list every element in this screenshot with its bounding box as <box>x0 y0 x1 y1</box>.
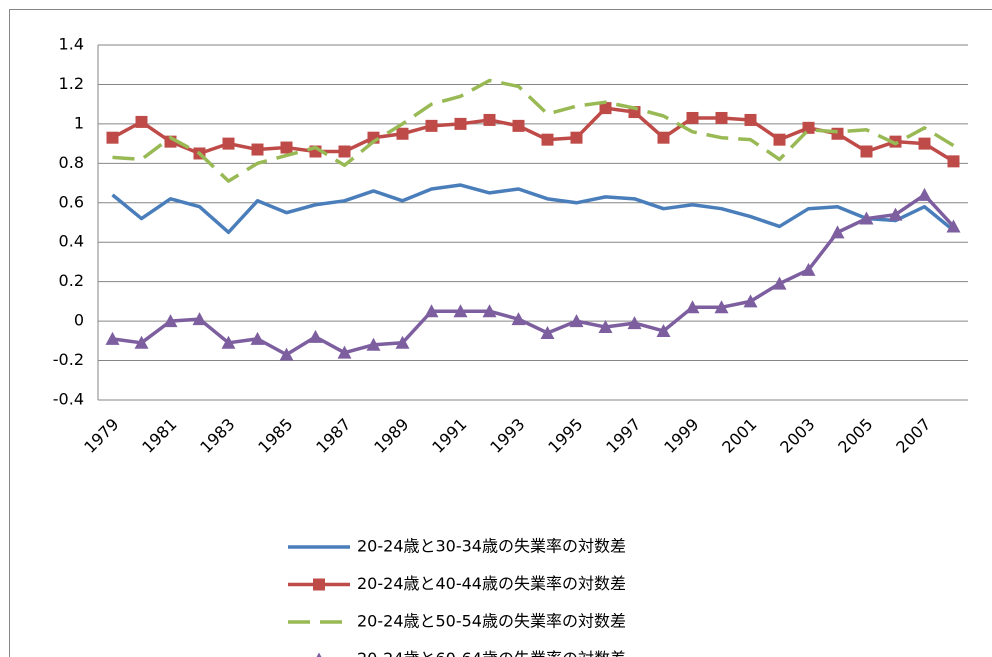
y-tick-label: 0.2 <box>59 271 84 290</box>
marker <box>686 111 699 124</box>
marker <box>743 294 758 308</box>
marker <box>454 117 467 130</box>
series-line <box>112 78 955 183</box>
y-tick-label: -0.2 <box>53 350 84 369</box>
marker <box>569 314 584 328</box>
marker <box>859 211 874 225</box>
x-tick-label: 2005 <box>834 415 876 457</box>
marker <box>947 155 960 168</box>
x-tick-label: 1997 <box>602 415 644 457</box>
y-tick-label: -0.4 <box>53 390 84 409</box>
marker <box>860 145 873 158</box>
marker <box>830 225 845 239</box>
series-line <box>111 106 955 163</box>
x-tick-label: 1999 <box>660 415 702 457</box>
legend-label: 20-24歳と30-34歳の失業率の対数差 <box>357 537 626 556</box>
marker <box>888 207 903 221</box>
marker <box>772 276 787 290</box>
marker <box>512 119 525 132</box>
x-tick-label: 1985 <box>254 415 296 457</box>
x-tick-label: 1995 <box>544 415 586 457</box>
x-tick-label: 1993 <box>486 415 528 457</box>
marker <box>338 145 351 158</box>
x-tick-label: 2007 <box>892 415 934 457</box>
marker <box>279 347 294 361</box>
chart-frame <box>9 9 992 657</box>
x-tick-label: 1981 <box>138 415 180 457</box>
marker <box>540 325 555 339</box>
marker <box>656 323 671 337</box>
marker <box>453 304 468 318</box>
legend-marker <box>313 578 325 591</box>
legend-label: 20-24歳と60-64歳の失業率の対数差 <box>357 649 626 657</box>
marker <box>366 337 381 351</box>
marker <box>135 115 148 128</box>
marker <box>482 304 497 318</box>
marker <box>221 335 236 349</box>
marker <box>337 345 352 359</box>
marker <box>627 316 642 330</box>
marker <box>163 314 178 328</box>
x-tick-label: 2001 <box>718 415 760 457</box>
x-tick-label: 1987 <box>312 415 354 457</box>
marker <box>598 320 613 334</box>
marker <box>657 131 670 144</box>
y-tick-label: 0.8 <box>59 153 84 172</box>
series-line <box>112 193 955 357</box>
marker <box>918 137 931 150</box>
legend-label: 20-24歳と50-54歳の失業率の対数差 <box>357 612 626 631</box>
marker <box>831 127 844 140</box>
x-tick-label: 1989 <box>370 415 412 457</box>
legend-marker <box>316 652 322 657</box>
y-tick-label: 0 <box>74 311 84 330</box>
marker <box>773 133 786 146</box>
marker <box>917 187 932 201</box>
marker <box>425 119 438 132</box>
series-line <box>111 183 955 235</box>
marker <box>106 131 119 144</box>
marker <box>308 329 323 343</box>
marker <box>685 300 700 314</box>
legend-label: 20-24歳と40-44歳の失業率の対数差 <box>357 574 626 593</box>
marker <box>192 312 207 326</box>
marker <box>541 133 554 146</box>
marker <box>744 113 757 126</box>
marker <box>395 335 410 349</box>
marker <box>599 102 612 115</box>
marker <box>280 141 293 154</box>
y-tick-label: 1 <box>74 113 84 132</box>
marker <box>511 312 526 326</box>
x-tick-label: 1983 <box>196 415 238 457</box>
marker <box>251 143 264 156</box>
marker <box>134 335 149 349</box>
marker <box>570 131 583 144</box>
marker <box>250 331 265 345</box>
marker <box>396 127 409 140</box>
y-tick-label: 1.4 <box>59 35 84 54</box>
y-tick-label: 1.2 <box>59 74 84 93</box>
marker <box>222 137 235 150</box>
x-tick-label: 1979 <box>80 415 122 457</box>
y-tick-label: 0.6 <box>59 192 84 211</box>
marker <box>483 113 496 126</box>
x-tick-label: 1991 <box>428 415 470 457</box>
y-tick-label: 0.4 <box>59 232 84 251</box>
x-tick-label: 2003 <box>776 415 818 457</box>
marker <box>105 331 120 345</box>
marker <box>715 111 728 124</box>
marker <box>714 300 729 314</box>
marker <box>801 262 816 276</box>
marker <box>946 219 961 233</box>
marker <box>424 304 439 318</box>
